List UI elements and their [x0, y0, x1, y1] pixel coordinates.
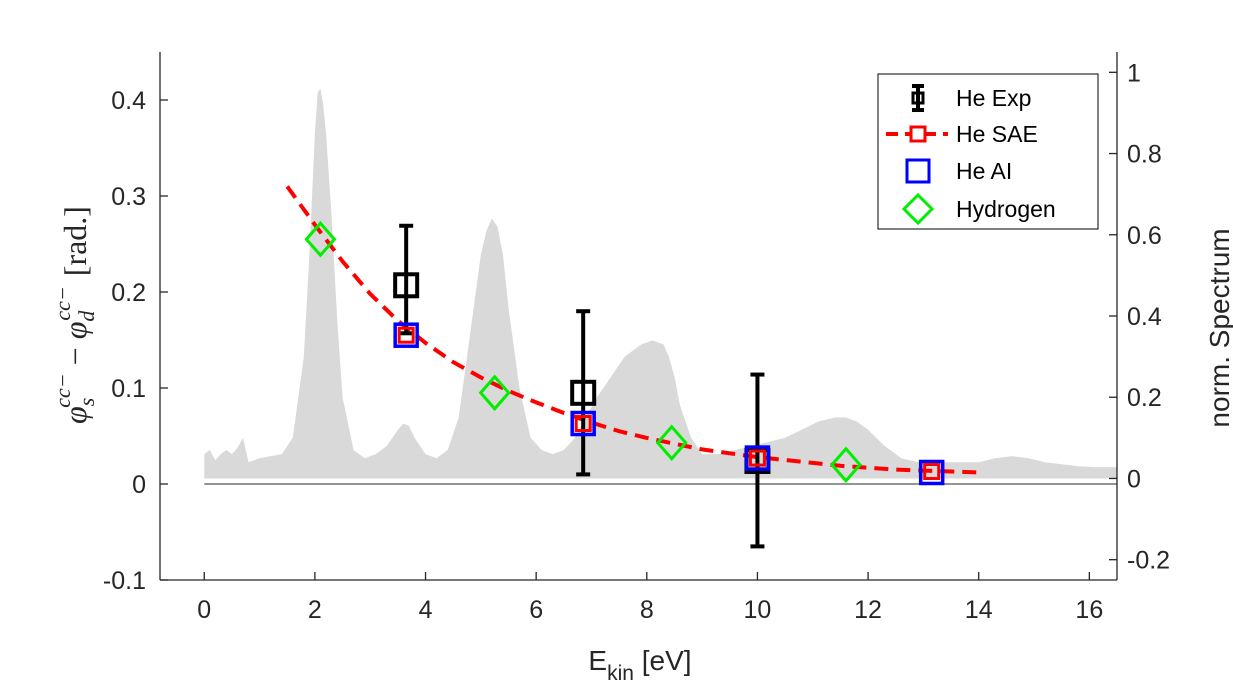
x-tick-label: 2 — [308, 596, 322, 624]
svg-text:φscc−−φdcc−[rad.]: φscc−−φdcc−[rad.] — [50, 206, 99, 424]
he-sae-point — [397, 326, 415, 344]
legend: He Exp He SAE He AI Hydrogen — [877, 73, 1099, 230]
legend-label-he-ai: He AI — [956, 158, 1012, 184]
legend-entry-hydrogen: Hydrogen — [901, 192, 1056, 226]
svg-text:norm. Spectrum: norm. Spectrum — [1204, 228, 1233, 427]
x-tick-label: 4 — [419, 596, 433, 624]
y-tick-label: 0.4 — [111, 87, 146, 115]
x-tick-label: 8 — [640, 596, 654, 624]
y2-tick-label: 0.8 — [1127, 141, 1162, 169]
y2-tick-label: -0.2 — [1127, 547, 1170, 575]
he-sae-point — [923, 463, 941, 481]
y-axis-title: φscc−−φdcc−[rad.] — [50, 206, 99, 424]
legend-entry-he-sae: He SAE — [886, 121, 1038, 147]
y-tick-label: -0.1 — [103, 567, 146, 595]
he-sae-point — [574, 415, 592, 433]
he-ai-point — [570, 410, 596, 437]
he-sae-point — [748, 449, 766, 467]
he-exp-point — [570, 379, 597, 406]
y-tick-label: 0.2 — [111, 279, 146, 307]
he-ai-point — [393, 322, 419, 348]
he-ai-point — [918, 459, 945, 486]
hydrogen-point — [304, 220, 337, 258]
legend-label-he-sae: He SAE — [956, 121, 1038, 147]
spectrum-area-layer — [204, 88, 1118, 479]
legend-entry-he-ai: He AI — [905, 158, 1012, 184]
y-tick-label: 0.1 — [111, 375, 146, 403]
axes-layer: 0 2 4 6 8 10 12 14 16 -0.1 0 0.1 0.2 0.3 0.4 -0.2 0 0.2 0.… — [103, 52, 1170, 624]
hydrogen-point — [829, 446, 862, 484]
legend-label-hydrogen: Hydrogen — [956, 196, 1056, 222]
y-tick-label: 0.3 — [111, 183, 146, 211]
y2-axis-title: norm. Spectrum — [1204, 228, 1233, 427]
x-tick-label: 12 — [854, 596, 882, 624]
svg-text:Ekin [eV]: Ekin [eV] — [588, 645, 691, 685]
y2-tick-label: 0.2 — [1127, 384, 1162, 412]
x-tick-label: 10 — [744, 596, 772, 624]
legend-entry-he-exp: He Exp — [911, 84, 1031, 112]
y2-tick-label: 0.4 — [1127, 303, 1162, 331]
spectrum-area — [204, 88, 1118, 479]
legend-label-he-exp: He Exp — [956, 85, 1031, 111]
he-ai-point — [744, 445, 771, 471]
y-tick-label: 0 — [132, 471, 146, 499]
x-tick-label: 16 — [1075, 596, 1103, 624]
y2-tick-label: 1 — [1127, 59, 1141, 87]
series-layer — [285, 185, 979, 549]
y2-tick-label: 0.6 — [1127, 222, 1162, 250]
x-tick-label: 14 — [965, 596, 993, 624]
hydrogen-point — [478, 374, 511, 412]
he-exp-point — [393, 272, 420, 299]
x-tick-label: 6 — [529, 596, 543, 624]
x-axis-title: Ekin [eV] — [588, 645, 691, 685]
hydrogen-point — [655, 424, 688, 461]
y2-tick-label: 0 — [1127, 465, 1141, 493]
x-tick-label: 0 — [197, 596, 211, 624]
